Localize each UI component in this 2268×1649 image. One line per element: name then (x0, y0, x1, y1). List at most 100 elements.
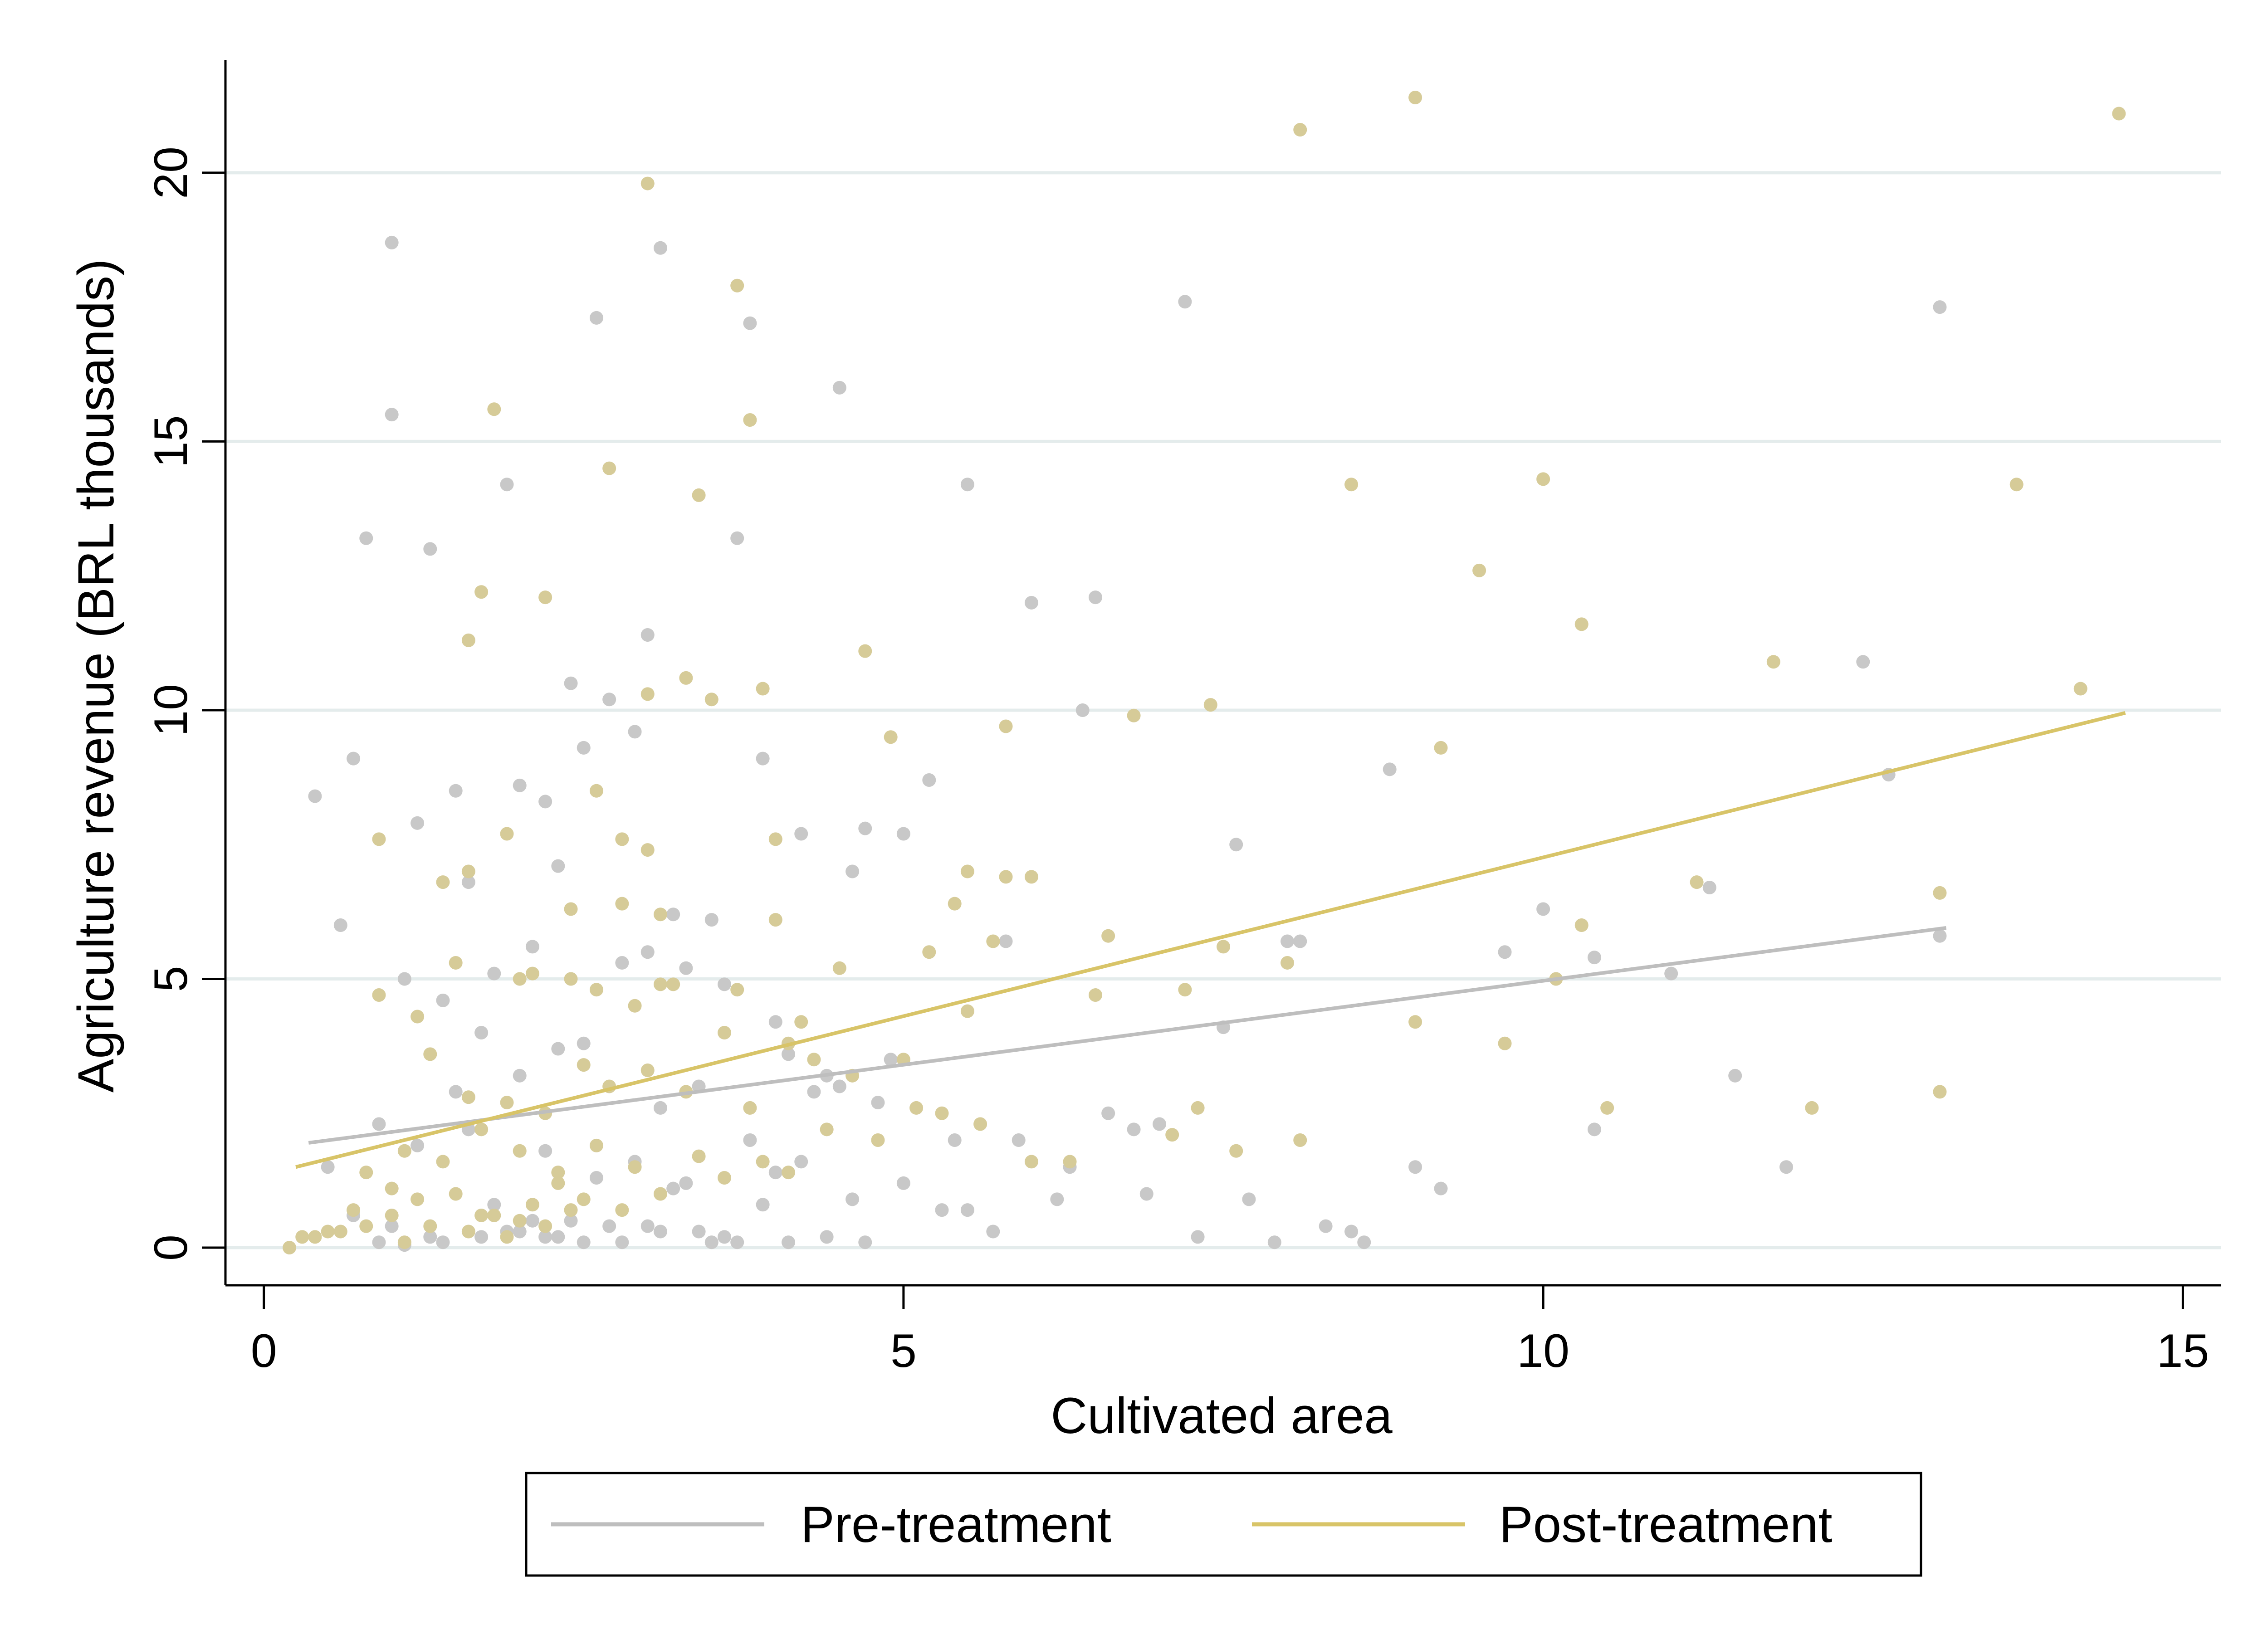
post-treatment-point (2112, 107, 2126, 121)
post-treatment-point (1165, 1128, 1179, 1142)
fit-lines (295, 711, 2126, 1169)
post-treatment-point (960, 864, 974, 878)
post-treatment-point (372, 988, 386, 1002)
post-treatment-point (295, 1230, 309, 1244)
pre-treatment-point (538, 1230, 552, 1244)
pre-treatment-point (1664, 966, 1678, 981)
pre-treatment-point (513, 1225, 527, 1239)
pre-treatment-point (487, 1198, 501, 1212)
post-treatment-point (500, 1096, 514, 1110)
y-tick-label: 15 (145, 415, 197, 468)
pre-treatment-point (986, 1225, 1000, 1239)
post-treatment-point (640, 176, 655, 190)
pre-treatment-point (513, 778, 527, 792)
pre-treatment-point (385, 1219, 399, 1233)
pre-treatment-point (756, 751, 770, 766)
y-tick-label: 10 (145, 684, 197, 737)
pre-treatment-point (1127, 1122, 1141, 1137)
pre-treatment-point (474, 1026, 489, 1040)
pre-treatment-point (794, 1155, 808, 1169)
post-treatment-point (564, 902, 578, 916)
post-treatment-point (1574, 617, 1589, 631)
post-treatment-point (909, 1101, 924, 1115)
post-treatment-point (1191, 1101, 1205, 1115)
post-treatment-point (423, 1047, 437, 1061)
y-axis-title: Agriculture revenue (BRL thousands) (68, 259, 124, 1093)
pre-treatment-point (1229, 838, 1243, 852)
pre-treatment-point (820, 1230, 834, 1244)
post-treatment-point (756, 1155, 770, 1169)
post-treatment-point (538, 590, 552, 605)
post-treatment-point (487, 402, 501, 416)
post-treatment-point (768, 913, 782, 927)
pre-treatment-point (718, 1230, 731, 1244)
axes (202, 60, 2221, 1309)
post-treatment-point (615, 1203, 629, 1217)
post-treatment-point (653, 977, 667, 991)
pre-treatment-point (858, 821, 872, 835)
pre-treatment-point (436, 993, 450, 1007)
pre-treatment-point (577, 1235, 591, 1249)
pre-treatment-point (922, 773, 936, 787)
post-treatment-point (564, 972, 578, 986)
post-treatment-point (1229, 1144, 1243, 1158)
pre-treatment-point (896, 827, 910, 841)
post-treatment-point (768, 832, 782, 846)
post-treatment-point (461, 633, 475, 647)
post-treatment-point (730, 983, 744, 997)
pre-treatment-point (832, 1079, 846, 1093)
pre-treatment-point (487, 966, 501, 981)
pre-treatment-point (1267, 1235, 1281, 1249)
legend: Pre-treatment Post-treatment (525, 1472, 1922, 1577)
pre-treatment-point (1536, 902, 1550, 916)
post-treatment-point (948, 897, 962, 911)
post-treatment-point (461, 1225, 475, 1239)
post-treatment-point (704, 693, 719, 707)
post-treatment-point (564, 1203, 578, 1217)
post-treatment-point (1024, 870, 1038, 884)
post-treatment-point (1600, 1101, 1614, 1115)
post-treatment-point (513, 972, 527, 986)
post-treatment-point (1498, 1036, 1512, 1050)
pre-treatment-point (1088, 590, 1102, 605)
post-treatment-point (385, 1208, 399, 1222)
pre-treatment-point (666, 1181, 680, 1195)
pre-treatment-point (1319, 1219, 1333, 1233)
post-treatment-point (1217, 940, 1230, 954)
post-treatment-point (1933, 1085, 1947, 1099)
y-tick-label: 20 (145, 146, 197, 199)
post-treatment-point (589, 784, 603, 798)
pre-treatment-point (960, 1203, 974, 1217)
pre-treatment-point (1498, 945, 1512, 959)
tick-labels: 0 5 10 15 0 5 10 15 20 (145, 146, 2209, 1377)
x-tick-label: 15 (2157, 1325, 2209, 1377)
post-treatment-point (1408, 90, 1422, 104)
pre-treatment-point (615, 956, 629, 970)
pre-treatment-point (640, 945, 655, 959)
pre-treatment-point (730, 531, 744, 545)
pre-treatment-point (1024, 595, 1038, 610)
pre-treatment-point (718, 977, 731, 991)
pre-treatment-point (347, 751, 361, 766)
post-treatment-point (999, 719, 1013, 733)
pre-treatment-point (538, 1144, 552, 1158)
post-treatment-point (679, 671, 693, 685)
post-treatment-point (397, 1235, 411, 1249)
gridlines (225, 171, 2221, 1249)
pre-treatment-point (666, 907, 680, 922)
post-treatment-point (935, 1106, 949, 1120)
post-treatment-point (743, 1101, 757, 1115)
post-treatment-point (589, 983, 603, 997)
pre-treatment-point (525, 940, 539, 954)
pre-treatment-fit-line (308, 926, 1947, 1145)
post-treatment-point (1293, 1133, 1307, 1147)
pre-treatment-point (1779, 1160, 1794, 1174)
pre-treatment-point (858, 1235, 872, 1249)
pre-treatment-point (743, 316, 757, 330)
post-treatment-point (1574, 918, 1589, 932)
post-treatment-point (385, 1181, 399, 1195)
pre-treatment-point (1587, 951, 1601, 965)
x-tick-label: 10 (1517, 1325, 1569, 1377)
pre-treatment-point (589, 1171, 603, 1185)
